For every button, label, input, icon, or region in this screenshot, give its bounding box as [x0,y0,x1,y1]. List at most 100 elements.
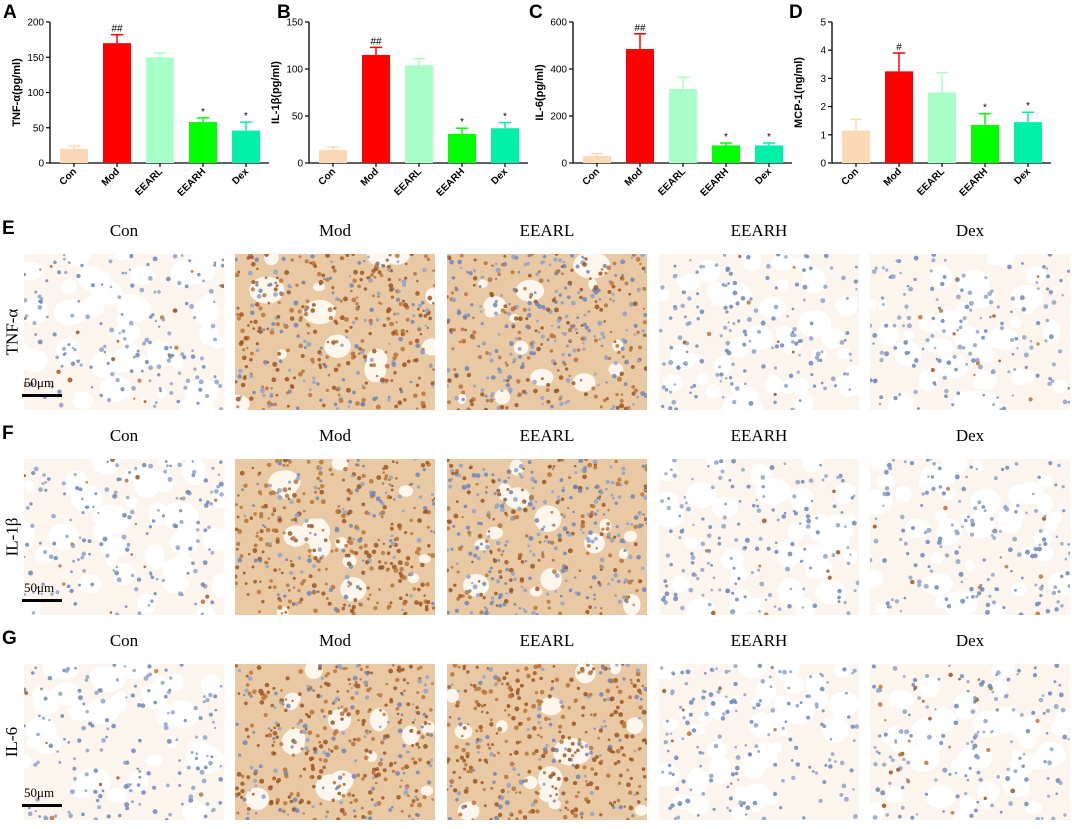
y-tick-label: 400 [550,65,567,76]
scale-bar-label: 50μm [24,580,55,595]
significance-mark: * [201,107,205,118]
bar-dex [755,145,783,163]
column-title: Con [109,221,139,240]
x-tick-label: EEARL [656,166,688,198]
column-title: EEARL [519,631,575,650]
x-tick-label: EEARL [133,166,165,198]
bar-con [60,148,88,163]
ihc-micrograph [870,254,1070,410]
significance-mark: * [983,103,987,114]
x-tick-label: Mod [359,166,381,188]
x-tick-label: EEARH [176,166,209,199]
y-tick-label: 0 [297,159,303,170]
x-tick-label: Con [840,166,862,188]
column-title: Dex [955,426,985,445]
y-tick-label: 5 [820,18,826,29]
x-tick-label: EEARH [435,166,468,199]
column-title: Con [109,631,139,650]
y-axis-label: IL-1β(pg/ml) [270,61,282,124]
column-title: EEARL [519,426,575,445]
scale-bar [22,394,62,397]
significance-mark: * [244,111,248,122]
column-title: EEARH [730,426,788,445]
ihc-micrograph [235,254,435,410]
column-title: Con [109,426,139,445]
bar-eearh [448,133,476,163]
scale-bar-label: 50μm [24,785,55,800]
column-title: EEARH [730,221,788,240]
x-tick-label: Mod [100,166,122,188]
y-tick-label: 4 [820,46,826,57]
panel-letter: E [2,218,15,239]
bar-mod [626,49,654,163]
x-tick-label: Con [581,166,603,188]
row-label: TNF-α [2,308,21,356]
column-title: EEARH [730,631,788,650]
significance-mark: ## [111,24,123,35]
y-axis-label: MCP-1(ng/ml) [793,57,805,128]
chart-A: A TNF-α(pg/ml) 0 50 100 150 200 Con ## Mod EEARL * E… [3,2,269,199]
y-tick-label: 0 [38,159,44,170]
x-tick-label: Mod [623,166,645,188]
ihc-micrograph [447,459,647,615]
x-tick-label: Con [317,166,339,188]
x-tick-label: Dex [1012,166,1033,187]
ihc-micrograph [235,459,435,615]
ihc-micrograph [235,664,435,820]
x-tick-label: EEARL [392,166,424,198]
bar-eearh [712,145,740,163]
chart-B: B IL-1β(pg/ml) 0 50 100 150 Con ## Mod EEARL * EEAR… [270,2,528,199]
bar-eearl [669,88,697,163]
panel-letter: A [3,2,17,23]
panel-letter: C [529,2,543,23]
column-title: Dex [955,221,985,240]
scale-bar [22,804,62,807]
significance-mark: * [724,132,728,143]
ihc-micrograph [870,664,1070,820]
bar-con [842,130,870,163]
y-tick-label: 150 [27,53,44,64]
y-tick-label: 150 [286,18,303,29]
chart-D: D MCP-1(ng/ml) 0 1 2 3 4 5 Con # Mod EEARL * EEARH * De… [789,2,1051,199]
significance-mark: * [1026,101,1030,112]
ihc-section-g: G IL-6 Con Mod EEARL EEARH Dex 50μm [0,628,1072,828]
significance-mark: * [460,117,464,128]
x-tick-label: EEARH [699,166,732,199]
y-tick-label: 600 [550,18,567,29]
y-tick-label: 2 [820,102,826,113]
column-title: Mod [318,631,352,650]
scale-bar [22,599,62,602]
significance-mark: * [767,132,771,143]
y-tick-label: 0 [561,159,567,170]
y-tick-label: 200 [550,112,567,123]
x-tick-label: EEARH [958,166,991,199]
bar-eearl [928,92,956,163]
bar-eearh [189,122,217,163]
column-title: Mod [318,221,352,240]
y-tick-label: 100 [27,88,44,99]
bar-eearl [405,65,433,163]
bar-dex [232,130,260,163]
scale-bar-label: 50μm [24,375,55,390]
bar-mod [885,71,913,163]
y-tick-label: 200 [27,18,44,29]
y-tick-label: 1 [820,130,826,141]
chart-C: C IL-6(pg/ml) 0 200 400 600 Con ## Mod EEARL * EEAR… [529,2,792,199]
y-axis-label: TNF-α(pg/ml) [11,58,23,127]
significance-mark: * [503,112,507,123]
x-tick-label: Mod [882,166,904,188]
bar-eearl [146,57,174,163]
y-tick-label: 50 [292,112,304,123]
bar-mod [362,54,390,163]
ihc-micrograph [24,664,224,820]
column-title: Dex [955,631,985,650]
ihc-micrograph [659,254,859,410]
column-title: EEARL [519,221,575,240]
x-tick-label: EEARL [915,166,947,198]
panel-letter: D [789,2,803,23]
ihc-micrograph [24,459,224,615]
bar-dex [491,128,519,163]
significance-mark: # [896,42,902,53]
y-tick-label: 50 [33,123,45,134]
